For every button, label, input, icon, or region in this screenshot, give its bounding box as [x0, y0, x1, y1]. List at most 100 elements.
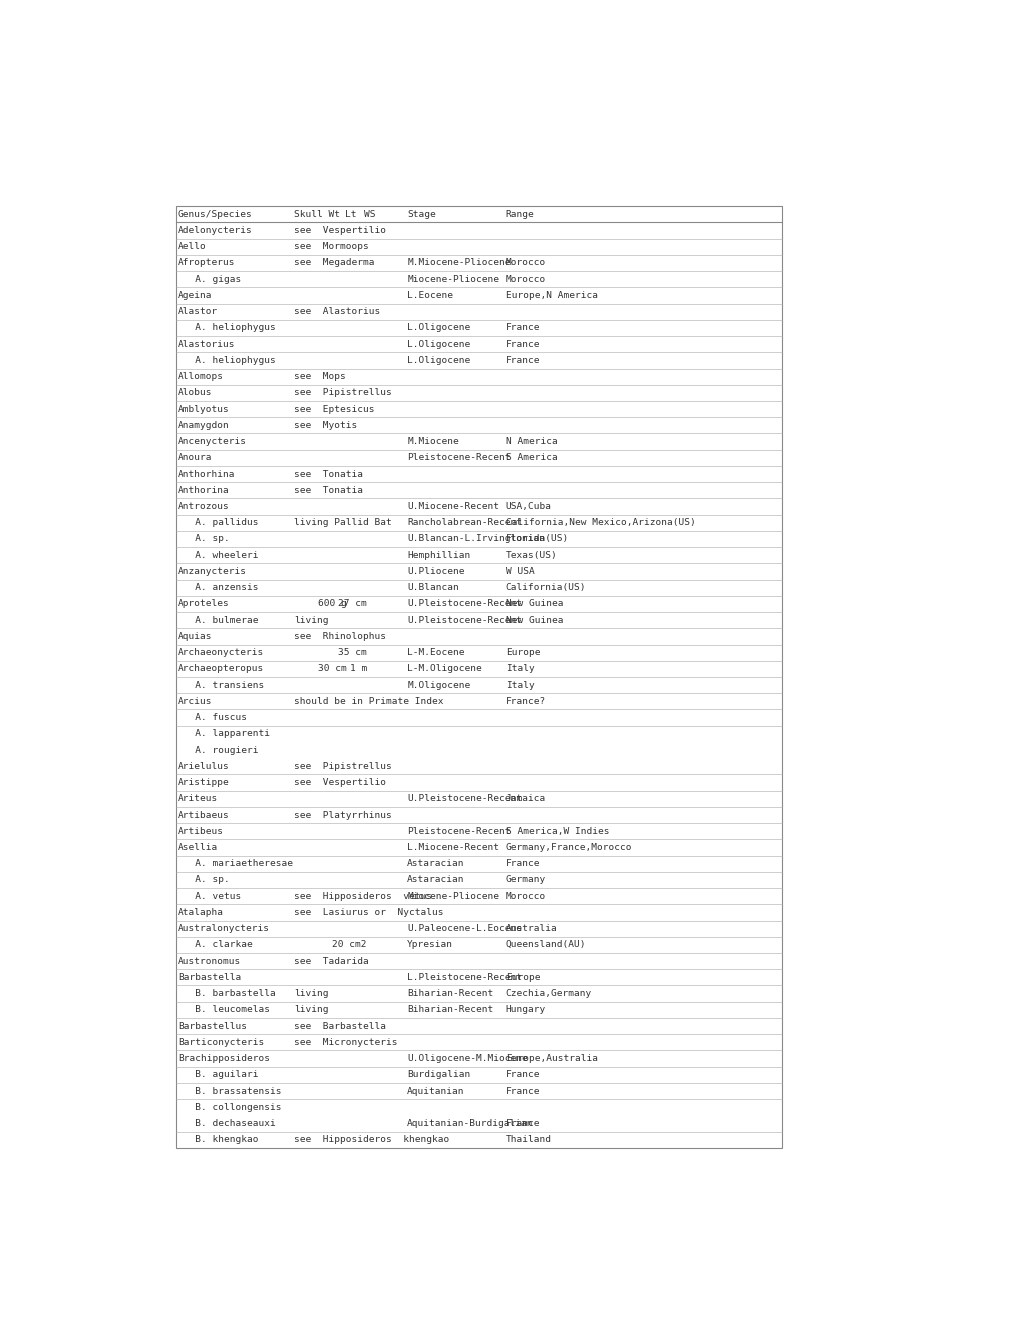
Text: Germany,France,Morocco: Germany,France,Morocco: [505, 843, 632, 851]
Text: see  Lasiurus or  Nyctalus: see Lasiurus or Nyctalus: [293, 908, 443, 917]
Text: 600 g: 600 g: [318, 599, 346, 609]
Text: U.Pleistocene-Recent: U.Pleistocene-Recent: [407, 795, 522, 804]
Text: see  Tadarida: see Tadarida: [293, 957, 369, 966]
Text: USA,Cuba: USA,Cuba: [505, 502, 551, 511]
Text: Europe: Europe: [505, 973, 540, 982]
Text: France: France: [505, 339, 540, 348]
Text: Australia: Australia: [505, 924, 557, 933]
Text: Anzanycteris: Anzanycteris: [177, 568, 247, 576]
Text: Arcius: Arcius: [177, 697, 212, 706]
Text: Anthorina: Anthorina: [177, 486, 229, 495]
Text: 20 cm2: 20 cm2: [332, 940, 367, 949]
Text: Ypresian: Ypresian: [407, 940, 452, 949]
Text: Thailand: Thailand: [505, 1135, 551, 1144]
Text: M.Oligocene: M.Oligocene: [407, 681, 470, 689]
Text: Barbastellus: Barbastellus: [177, 1022, 247, 1031]
Text: see  Mormoops: see Mormoops: [293, 243, 369, 251]
Text: Skull Wt: Skull Wt: [293, 210, 339, 219]
Text: France: France: [505, 356, 540, 364]
Text: U.Pleistocene-Recent: U.Pleistocene-Recent: [407, 599, 522, 609]
Text: Hemphillian: Hemphillian: [407, 550, 470, 560]
Text: Adelonycteris: Adelonycteris: [177, 226, 253, 235]
Text: France: France: [505, 1071, 540, 1080]
Text: L.Oligocene: L.Oligocene: [407, 356, 470, 364]
Text: M.Miocene: M.Miocene: [407, 437, 459, 446]
Text: living: living: [293, 615, 328, 624]
Text: Afropterus: Afropterus: [177, 259, 235, 268]
Text: living Pallid Bat: living Pallid Bat: [293, 519, 391, 527]
Text: see  Platyrrhinus: see Platyrrhinus: [293, 810, 391, 820]
Text: France?: France?: [505, 697, 545, 706]
Text: A. transiens: A. transiens: [177, 681, 264, 689]
Text: living: living: [293, 989, 328, 998]
Text: Antrozous: Antrozous: [177, 502, 229, 511]
Text: Rancholabrean-Recent: Rancholabrean-Recent: [407, 519, 522, 527]
Text: 30 cm: 30 cm: [318, 664, 346, 673]
Text: Anoura: Anoura: [177, 453, 212, 462]
Text: Lt: Lt: [345, 210, 357, 219]
Text: L.Oligocene: L.Oligocene: [407, 323, 470, 333]
Text: Alobus: Alobus: [177, 388, 212, 397]
Text: see  Eptesicus: see Eptesicus: [293, 405, 374, 413]
Text: see  Mops: see Mops: [293, 372, 345, 381]
Text: Australonycteris: Australonycteris: [177, 924, 270, 933]
Text: Ancenycteris: Ancenycteris: [177, 437, 247, 446]
Text: A. anzensis: A. anzensis: [177, 583, 258, 593]
Text: Arielulus: Arielulus: [177, 762, 229, 771]
Text: France: France: [505, 323, 540, 333]
Text: Astaracian: Astaracian: [407, 875, 465, 884]
Text: Biharian-Recent: Biharian-Recent: [407, 1006, 493, 1014]
Bar: [176, 206, 782, 1148]
Text: Range: Range: [505, 210, 534, 219]
Text: Artibeus: Artibeus: [177, 826, 223, 836]
Text: Miocene-Pliocene: Miocene-Pliocene: [407, 892, 498, 900]
Text: Anamygdon: Anamygdon: [177, 421, 229, 430]
Text: Morocco: Morocco: [505, 275, 545, 284]
Text: L-M.Oligocene: L-M.Oligocene: [407, 664, 482, 673]
Text: see  Megaderma: see Megaderma: [293, 259, 374, 268]
Text: Barbastella: Barbastella: [177, 973, 240, 982]
Text: Aquias: Aquias: [177, 632, 212, 642]
Text: Ageina: Ageina: [177, 290, 212, 300]
Text: U.Blancan-L.Irvingtonian: U.Blancan-L.Irvingtonian: [407, 535, 545, 544]
Text: Europe: Europe: [505, 648, 540, 657]
Text: Texas(US): Texas(US): [505, 550, 557, 560]
Text: Hungary: Hungary: [505, 1006, 545, 1014]
Text: A. mariaetheresae: A. mariaetheresae: [177, 859, 292, 869]
Text: see  Myotis: see Myotis: [293, 421, 357, 430]
Text: see  Alastorius: see Alastorius: [293, 308, 380, 317]
Text: Miocene-Pliocene: Miocene-Pliocene: [407, 275, 498, 284]
Text: U.Paleocene-L.Eocene: U.Paleocene-L.Eocene: [407, 924, 522, 933]
Text: Italy: Italy: [505, 664, 534, 673]
Text: Queensland(AU): Queensland(AU): [505, 940, 586, 949]
Text: Morocco: Morocco: [505, 259, 545, 268]
Text: A. clarkae: A. clarkae: [177, 940, 253, 949]
Text: L.Oligocene: L.Oligocene: [407, 339, 470, 348]
Text: see  Rhinolophus: see Rhinolophus: [293, 632, 386, 642]
Text: Europe,N America: Europe,N America: [505, 290, 597, 300]
Text: see  Vespertilio: see Vespertilio: [293, 226, 386, 235]
Text: see  Pipistrellus: see Pipistrellus: [293, 762, 391, 771]
Text: Pleistocene-Recent: Pleistocene-Recent: [407, 453, 511, 462]
Text: A. vetus: A. vetus: [177, 892, 240, 900]
Text: see  Pipistrellus: see Pipistrellus: [293, 388, 391, 397]
Text: Austronomus: Austronomus: [177, 957, 240, 966]
Text: A. heliophygus: A. heliophygus: [177, 356, 275, 364]
Text: Artibaeus: Artibaeus: [177, 810, 229, 820]
Text: Aproteles: Aproteles: [177, 599, 229, 609]
Text: U.Pliocene: U.Pliocene: [407, 568, 465, 576]
Text: W USA: W USA: [505, 568, 534, 576]
Text: A. gigas: A. gigas: [177, 275, 240, 284]
Text: Amblyotus: Amblyotus: [177, 405, 229, 413]
Text: Aquitanian-Burdigalian: Aquitanian-Burdigalian: [407, 1119, 533, 1129]
Text: Ariteus: Ariteus: [177, 795, 218, 804]
Text: should be in Primate Index: should be in Primate Index: [293, 697, 443, 706]
Text: see  Hipposideros  vetus: see Hipposideros vetus: [293, 892, 432, 900]
Text: M.Miocene-Pliocene: M.Miocene-Pliocene: [407, 259, 511, 268]
Text: see  Hipposideros  khengkao: see Hipposideros khengkao: [293, 1135, 449, 1144]
Text: U.Oligocene-M.Miocene: U.Oligocene-M.Miocene: [407, 1055, 528, 1063]
Text: L-M.Eocene: L-M.Eocene: [407, 648, 465, 657]
Text: New Guinea: New Guinea: [505, 615, 562, 624]
Text: B. leucomelas: B. leucomelas: [177, 1006, 270, 1014]
Text: Aristippe: Aristippe: [177, 777, 229, 787]
